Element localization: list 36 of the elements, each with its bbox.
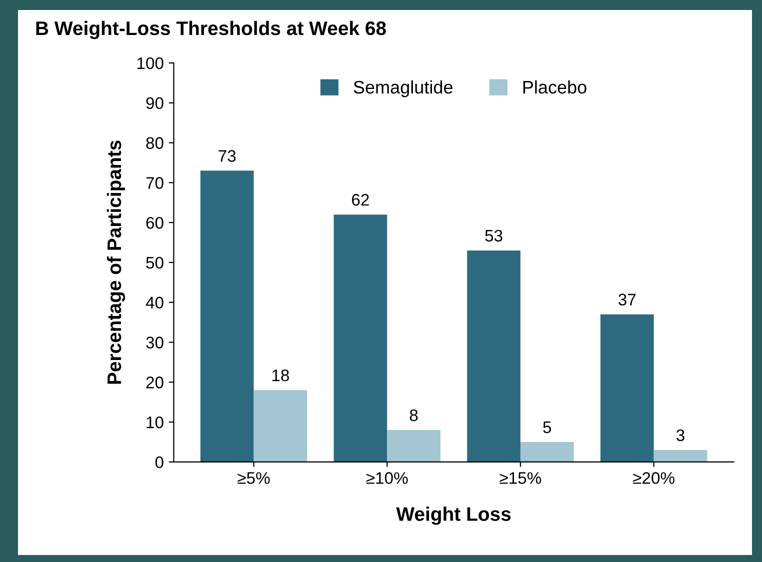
y-tick-label: 10 <box>146 416 164 428</box>
y-tick-label: 70 <box>146 177 164 189</box>
y-tick-label: 100 <box>137 57 164 70</box>
y-tick-label: 30 <box>146 336 164 348</box>
x-tick-label: ≥15% <box>500 472 542 484</box>
x-axis-title: Weight Loss <box>396 506 511 525</box>
data-label: 73 <box>218 150 236 162</box>
bar <box>387 430 440 462</box>
bar <box>254 390 308 462</box>
y-tick-label: 40 <box>146 296 164 309</box>
data-label: 62 <box>352 194 369 206</box>
x-tick-label: ≥10% <box>366 472 408 484</box>
data-label: 3 <box>676 429 684 442</box>
data-label: 8 <box>410 409 418 422</box>
y-tick-label: 20 <box>146 376 164 388</box>
y-tick-label: 50 <box>146 256 164 269</box>
bar <box>654 450 708 462</box>
y-tick-label: 60 <box>146 216 164 229</box>
data-label: 37 <box>618 294 636 306</box>
legend-label: Placebo <box>523 80 586 94</box>
data-label: 53 <box>485 230 502 242</box>
data-label: 5 <box>543 422 552 434</box>
y-axis-title: Percentage of Participants <box>106 140 126 384</box>
data-label: 18 <box>272 369 289 382</box>
bar <box>520 442 574 462</box>
bar <box>467 250 520 462</box>
bar <box>600 314 654 462</box>
x-tick-label: ≥5% <box>238 472 270 484</box>
x-tick-label: ≥20% <box>633 472 674 484</box>
bar <box>334 214 388 462</box>
y-tick-label: 0 <box>155 456 164 468</box>
bar <box>200 170 254 462</box>
chart-title: B Weight-Loss Thresholds at Week 68 <box>36 20 386 40</box>
y-tick-label: 80 <box>146 137 164 149</box>
legend-label: Semaglutide <box>354 80 452 98</box>
y-tick-label: 90 <box>146 97 164 110</box>
